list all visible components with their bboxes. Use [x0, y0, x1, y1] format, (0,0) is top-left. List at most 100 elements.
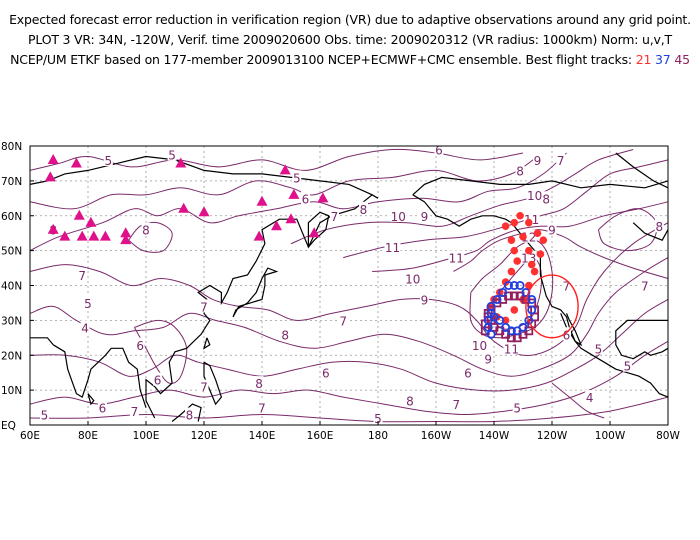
contour-label-bg — [384, 240, 401, 254]
observation-triangle — [175, 157, 187, 168]
observation-triangle — [271, 220, 282, 231]
y-tick-label: 70N — [1, 176, 22, 188]
observation-triangle — [198, 206, 210, 217]
contour-label-bg — [257, 400, 267, 414]
contour-label: 6 — [302, 192, 310, 206]
contour-label: 11 — [449, 252, 464, 266]
contour-label-bg — [321, 365, 331, 379]
contour-line — [551, 382, 605, 419]
track-37-label: 37 — [655, 52, 671, 67]
contour-line — [128, 221, 173, 253]
contour-label-bg — [520, 250, 537, 264]
contour-label: 7 — [339, 314, 347, 328]
track-37-point — [527, 294, 537, 304]
contour-label: 7 — [452, 398, 460, 412]
observation-triangle — [279, 164, 291, 175]
header-line-3-text: NCEP/UM ETKF based on 177-member 2009013… — [10, 52, 632, 67]
track-21-point — [530, 267, 539, 276]
contour-label-bg — [483, 351, 493, 365]
contour-label: 6 — [464, 367, 472, 381]
contour-label: 6 — [322, 367, 330, 381]
observation-triangle — [253, 230, 265, 241]
observation-triangle — [47, 153, 59, 164]
contour-label-bg — [404, 271, 421, 285]
contour-label: 6 — [99, 402, 107, 416]
contour-label-bg — [640, 278, 650, 292]
contour-label: 7 — [200, 381, 208, 395]
contour-line — [29, 340, 669, 416]
track-21-label: 21 — [635, 52, 652, 67]
contour-label-bg — [463, 365, 473, 379]
y-tick-label: 20N — [1, 350, 22, 362]
contour-label-bg — [448, 250, 465, 264]
contour-line — [29, 152, 567, 252]
contour-label-bg — [77, 268, 87, 282]
contour-label: 8 — [406, 395, 414, 409]
contour-label-bg — [98, 400, 107, 414]
x-tick-label: 180 — [368, 430, 388, 442]
x-tick-label: 140E — [249, 430, 276, 442]
track-37-point — [512, 326, 522, 336]
contour-label: 7 — [258, 402, 266, 416]
map-header: Expected forecast error reduction in ver… — [0, 10, 700, 70]
contour-label: 7 — [557, 154, 565, 168]
x-tick-label: 100E — [133, 430, 160, 442]
contour-label-bg — [405, 393, 415, 407]
coastline — [615, 319, 669, 360]
contour-line — [29, 222, 669, 357]
y-tick-label: 10N — [1, 385, 22, 397]
contour-line — [597, 208, 658, 252]
map-frame — [29, 145, 669, 426]
contour-label: 9 — [421, 293, 429, 307]
contour-label-bg — [185, 407, 194, 421]
coastline — [29, 155, 379, 199]
coastline — [632, 222, 669, 241]
track-21-point — [539, 236, 548, 244]
contour-label-bg — [292, 170, 302, 184]
contour-label: 5 — [84, 297, 92, 311]
track-21-point — [510, 306, 519, 314]
coastline — [30, 337, 54, 346]
contour-label-bg — [80, 320, 90, 334]
contour-line — [133, 319, 188, 384]
contour-label-bg — [338, 313, 348, 327]
map-grid — [30, 146, 668, 425]
contour-label: 6 — [154, 374, 162, 388]
contour-label-bg — [593, 341, 603, 355]
contour-line — [29, 396, 669, 423]
coastline — [87, 393, 95, 406]
x-tick-label: 100W — [595, 430, 626, 442]
coastline — [539, 254, 669, 398]
contour-label-bg — [503, 341, 520, 355]
track-37-point — [527, 305, 537, 315]
contour-label: 8 — [655, 220, 663, 234]
track-21-point — [525, 246, 533, 255]
contour-label: 11 — [504, 342, 519, 356]
track-21-point — [501, 222, 510, 231]
contour-label-bg — [562, 278, 571, 292]
observation-triangle — [99, 230, 111, 241]
track-21-point — [513, 257, 521, 265]
contour-label: 5 — [513, 402, 521, 416]
track-21-point — [527, 260, 536, 269]
contour-label-bg — [135, 337, 145, 351]
track-37-point — [509, 280, 519, 290]
contour-label-bg — [654, 219, 664, 233]
coastline — [232, 267, 279, 318]
y-tick-label: 40N — [1, 281, 22, 293]
header-line-3: NCEP/UM ETKF based on 177-member 2009013… — [0, 50, 700, 70]
contour-label: 8 — [281, 328, 289, 342]
contour-label-bg — [512, 400, 522, 414]
y-tick-label: EQ — [1, 420, 16, 432]
contour-label-bg — [526, 187, 543, 201]
contour-label: 5 — [374, 412, 382, 426]
contour-line — [29, 257, 669, 377]
header-line-2: PLOT 3 VR: 34N, -120W, Verif. time 20090… — [28, 32, 672, 47]
track-21-point — [516, 211, 524, 220]
contour-label-bg — [451, 397, 461, 411]
contour-label-bg — [301, 191, 310, 205]
contour-label-bg — [129, 404, 139, 418]
track-37-point — [492, 294, 502, 304]
coastline — [203, 337, 211, 350]
